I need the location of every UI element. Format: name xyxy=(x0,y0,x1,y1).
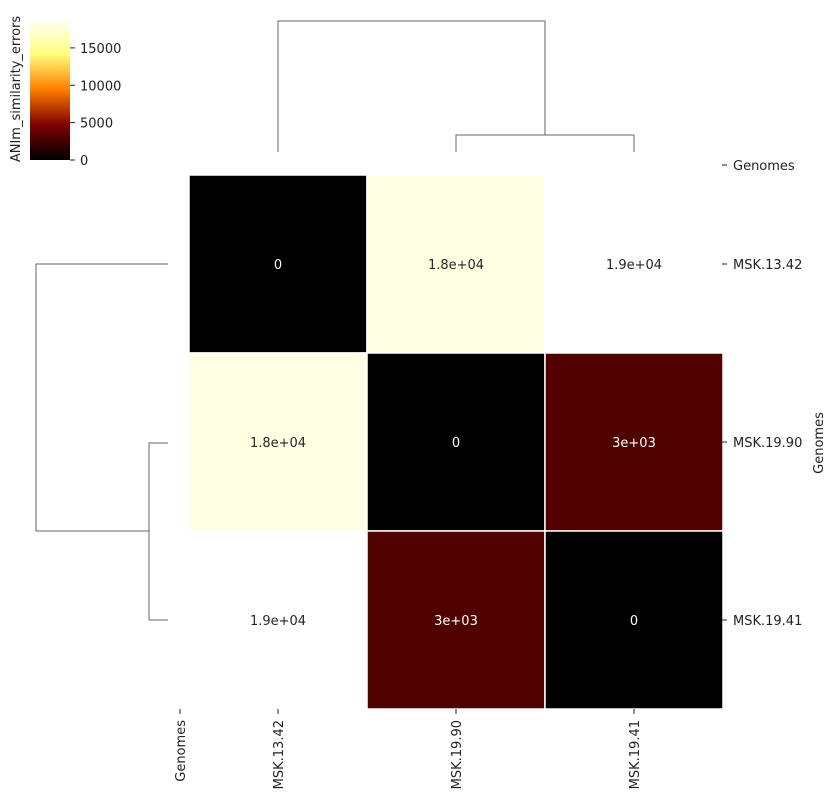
cell-annotation: 1.8e+04 xyxy=(428,258,484,273)
heatmap-cell xyxy=(544,174,724,354)
row-tick-label: MSK.19.90 xyxy=(733,436,802,451)
x-axis-label: Genomes xyxy=(174,720,189,782)
left-dendrogram xyxy=(35,263,168,621)
top-dendrogram-link-inner xyxy=(455,134,635,152)
cell-annotation: 0 xyxy=(630,614,638,629)
column-tick-label: MSK.13.42 xyxy=(272,720,287,789)
cell-annotation: 0 xyxy=(274,258,282,273)
heatmap-cell xyxy=(188,530,368,710)
heatmap-cell xyxy=(366,352,546,532)
cell-annotation: 1.8e+04 xyxy=(250,436,306,451)
column-tick-labels: MSK.13.42 MSK.19.90 MSK.19.41 xyxy=(272,709,643,789)
heatmap-cell xyxy=(188,174,368,354)
heatmap-cells: 0 1.8e+04 1.9e+04 1.8e+04 0 3e+03 1.9e+04 3e+03… xyxy=(188,174,724,710)
row-tick-labels: MSK.13.42 MSK.19.90 MSK.19.41 xyxy=(722,258,802,629)
cell-annotation: 3e+03 xyxy=(434,614,478,629)
colorbar-tick-label: 5000 xyxy=(80,117,113,132)
colorbar-tick-label: 15000 xyxy=(80,42,121,57)
row-tick-label: MSK.13.42 xyxy=(733,258,802,273)
colorbar-tick-label: 0 xyxy=(80,154,88,169)
colorbar-gradient xyxy=(30,18,70,160)
left-dendrogram-link-root xyxy=(35,263,168,532)
top-dendrogram-link-root xyxy=(277,20,546,152)
colorbar: 0 5000 10000 15000 ANIm_similarity_errors xyxy=(9,16,121,169)
cell-annotation: 1.9e+04 xyxy=(250,614,306,629)
colorbar-tick-label: 10000 xyxy=(80,79,121,94)
column-tick-label: MSK.19.41 xyxy=(628,720,643,789)
colorbar-label: ANIm_similarity_errors xyxy=(9,16,24,163)
cell-annotation: 1.9e+04 xyxy=(606,258,662,273)
heatmap-cell xyxy=(188,352,368,532)
left-dendrogram-link-inner xyxy=(148,442,168,621)
cell-annotation: 0 xyxy=(452,436,460,451)
row-tick-label: MSK.19.41 xyxy=(733,614,802,629)
row-axis-corner-label: Genomes xyxy=(733,159,795,174)
heatmap-cell xyxy=(544,530,724,710)
cell-annotation: 3e+03 xyxy=(612,436,656,451)
top-dendrogram xyxy=(277,20,635,152)
heatmap-cell xyxy=(544,352,724,532)
y-axis-label: Genomes xyxy=(812,412,827,474)
column-tick-label: MSK.19.90 xyxy=(450,720,465,789)
